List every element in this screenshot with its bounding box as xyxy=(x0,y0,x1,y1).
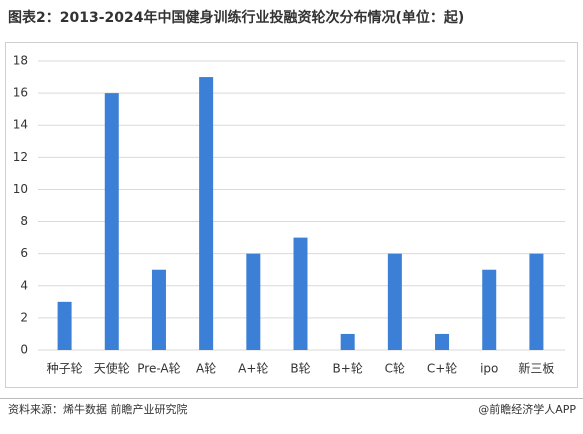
bar xyxy=(57,301,72,350)
bar xyxy=(482,269,497,350)
y-tick-label: 4 xyxy=(20,278,28,292)
x-tick-label: 天使轮 xyxy=(94,361,130,376)
x-tick-label: C轮 xyxy=(385,362,405,376)
x-tick-label: B+轮 xyxy=(333,362,363,376)
bar xyxy=(246,253,261,350)
bar xyxy=(435,333,450,350)
x-tick-label: 新三板 xyxy=(518,361,554,376)
y-tick-label: 2 xyxy=(20,310,28,324)
credit: @前瞻经济学人APP xyxy=(478,402,576,416)
y-tick-label: 6 xyxy=(20,246,28,260)
x-tick-label: A+轮 xyxy=(238,362,268,376)
bar xyxy=(340,333,355,350)
y-tick-label: 16 xyxy=(13,86,28,100)
y-tick-label: 10 xyxy=(13,182,28,196)
bar xyxy=(104,93,119,350)
bar xyxy=(529,253,544,350)
y-tick-label: 18 xyxy=(13,54,28,68)
y-tick-label: 0 xyxy=(20,343,28,357)
x-tick-label: B轮 xyxy=(290,362,310,376)
x-tick-label: ipo xyxy=(480,362,498,376)
source: 资料来源：烯牛数据 前瞻产业研究院 xyxy=(8,402,188,416)
bar xyxy=(199,77,214,351)
y-tick-label: 12 xyxy=(13,150,28,164)
y-tick-label: 8 xyxy=(20,214,28,228)
bar xyxy=(151,269,166,350)
x-tick-label: 种子轮 xyxy=(47,362,83,376)
bar xyxy=(293,237,308,350)
chart-title: 图表2：2013-2024年中国健身训练行业投融资轮次分布情况(单位：起) xyxy=(8,9,464,26)
y-tick-label: 14 xyxy=(13,118,28,132)
x-tick-label: A轮 xyxy=(196,362,216,376)
bar xyxy=(387,253,402,350)
x-tick-label: C+轮 xyxy=(427,362,457,376)
chart-frame xyxy=(5,42,578,388)
x-tick-label: Pre-A轮 xyxy=(137,362,180,376)
